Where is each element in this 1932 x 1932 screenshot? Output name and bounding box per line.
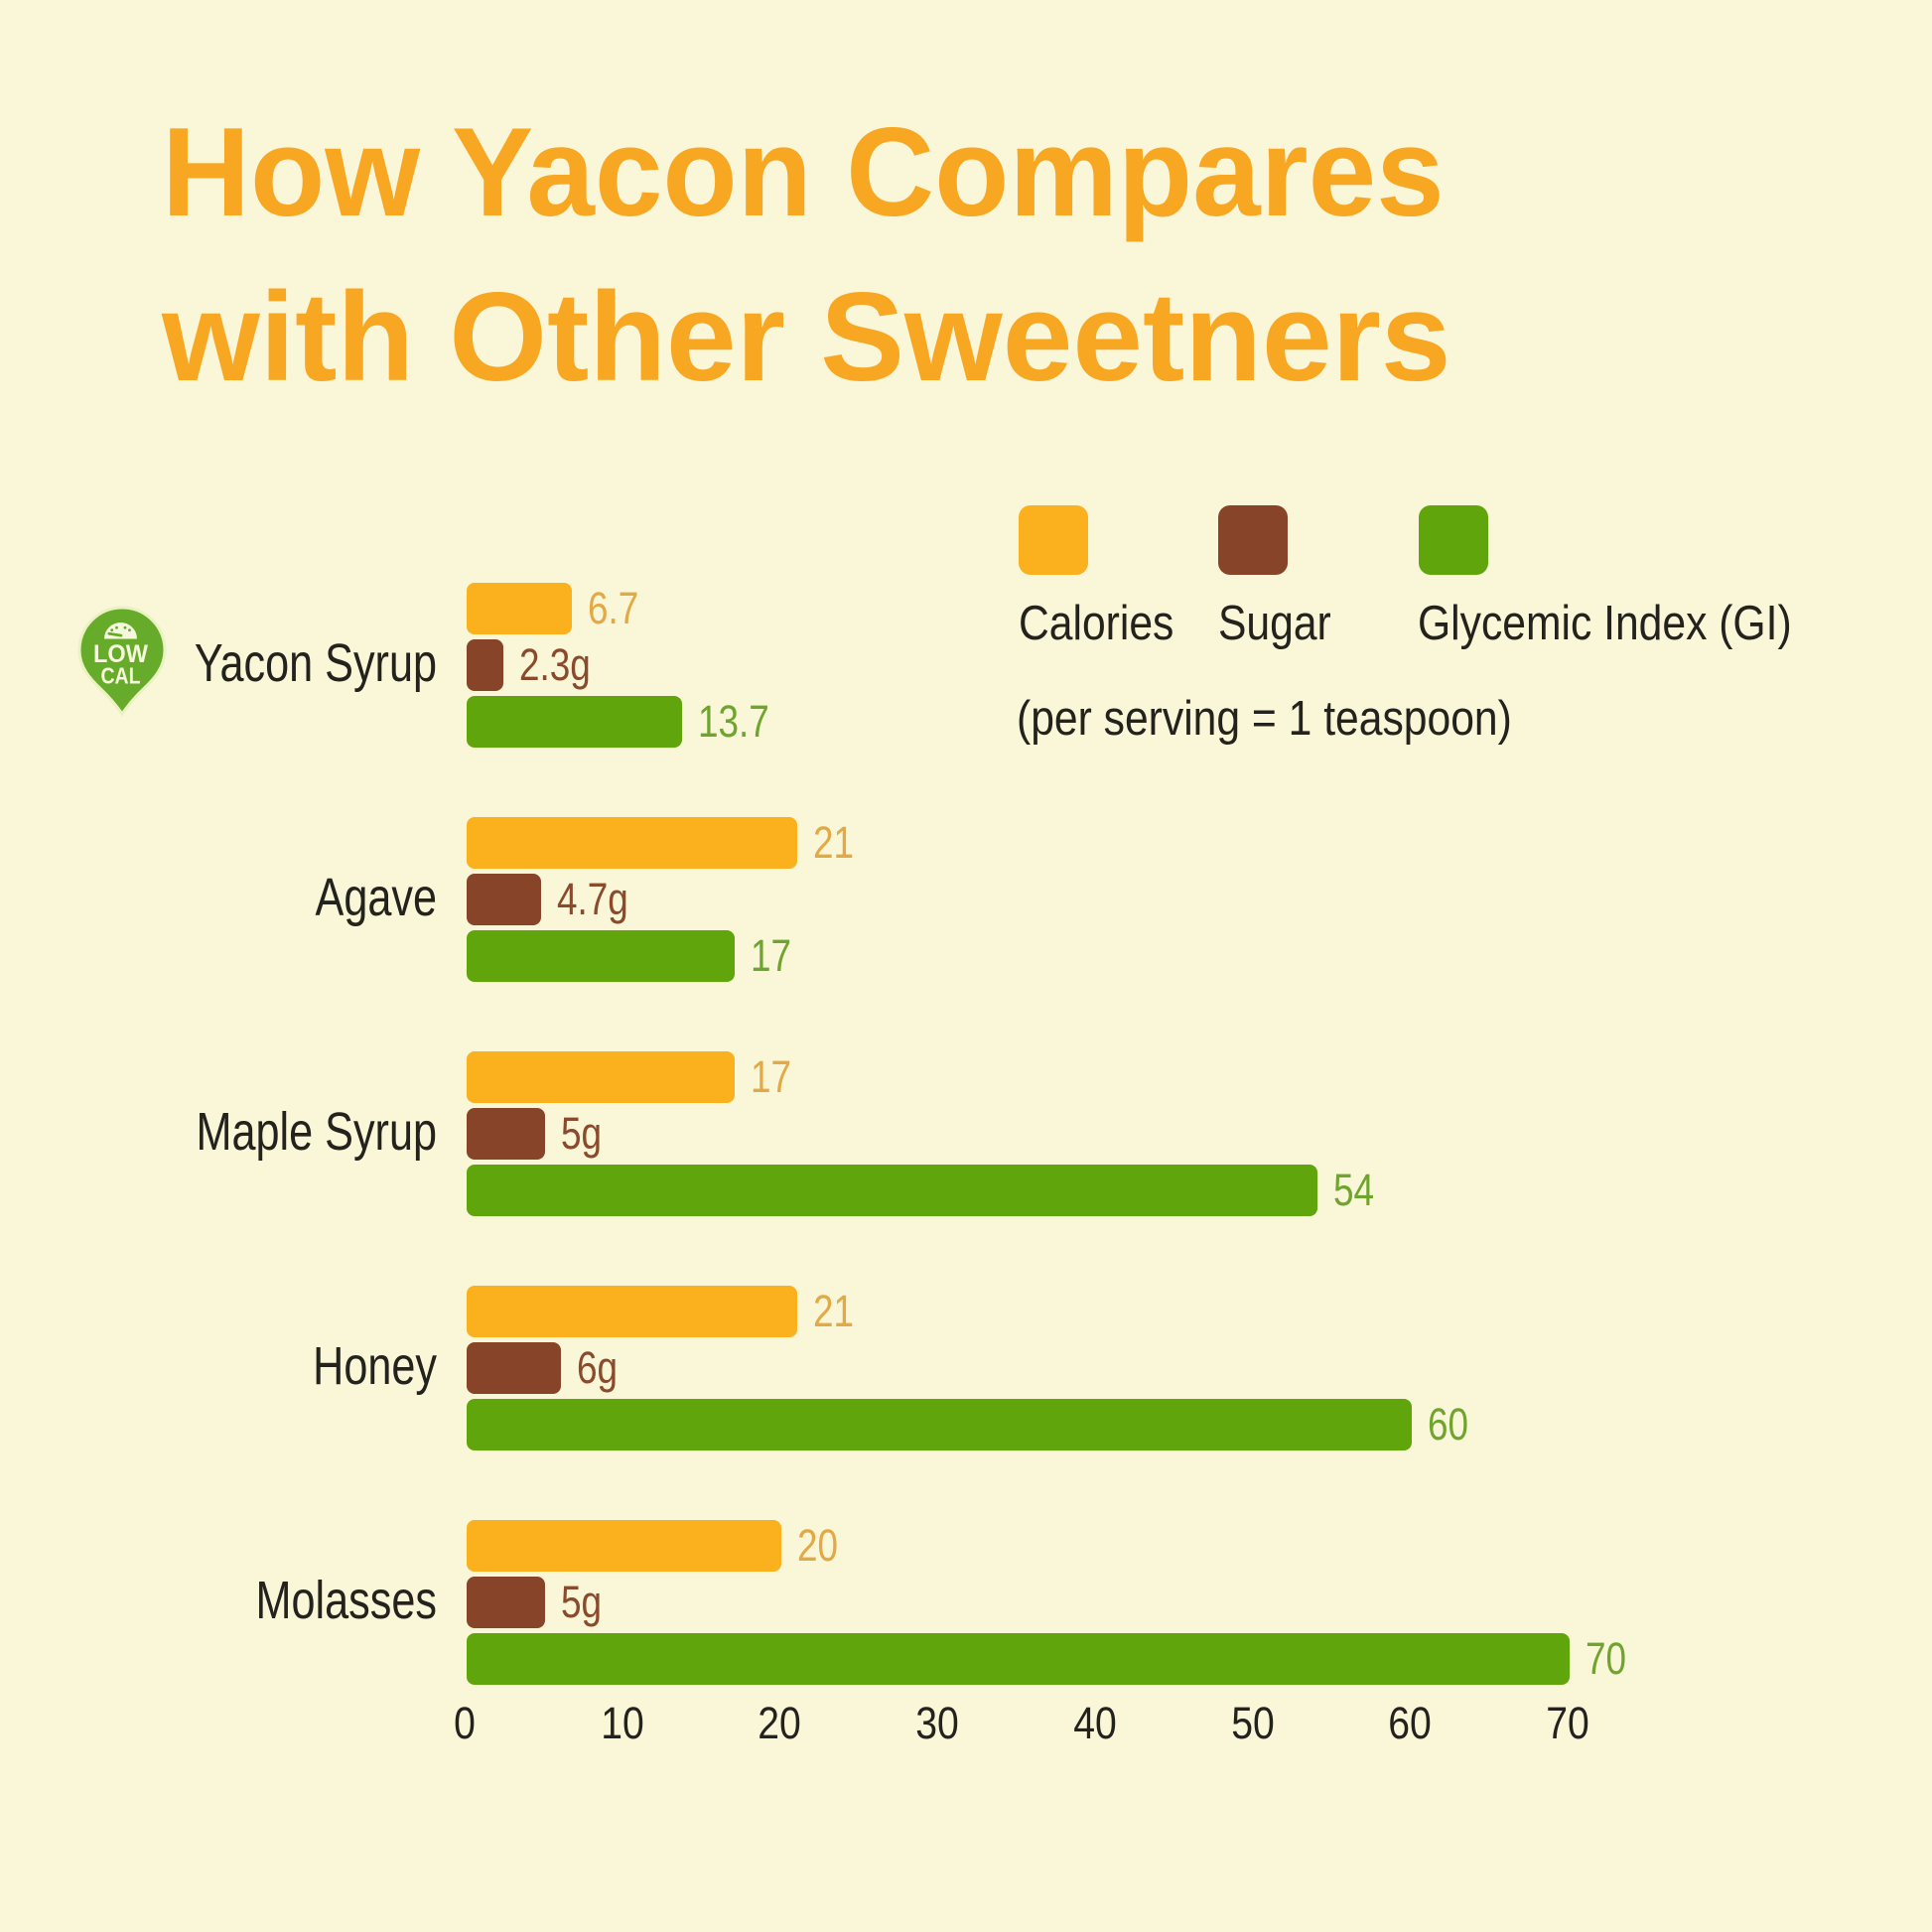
svg-text:LOW: LOW (93, 640, 148, 668)
svg-text:CAL: CAL (101, 663, 141, 689)
